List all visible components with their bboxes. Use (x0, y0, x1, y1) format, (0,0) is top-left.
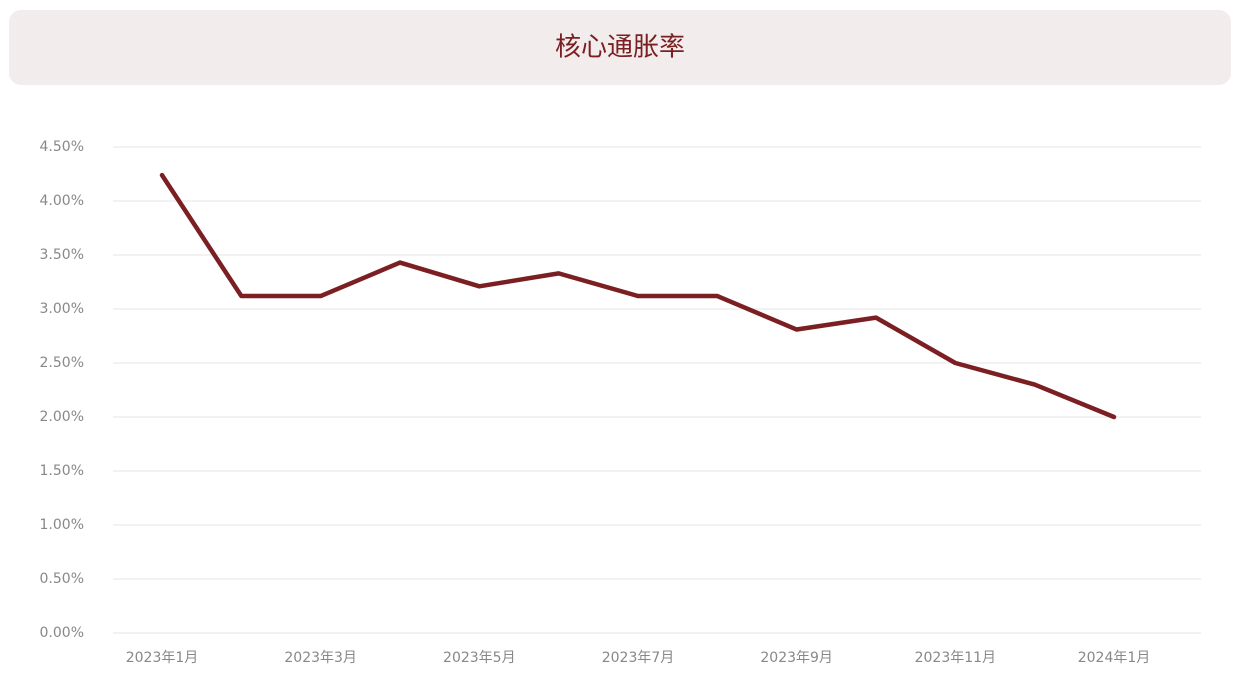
x-tick-label: 2023年11月 (915, 650, 996, 666)
y-tick-label: 3.00% (40, 301, 84, 317)
y-tick-label: 4.50% (40, 139, 84, 155)
y-tick-label: 1.50% (40, 463, 84, 479)
x-tick-label: 2023年3月 (284, 650, 357, 666)
line (159, 172, 1117, 420)
x-tick-label: 2023年7月 (602, 650, 675, 666)
y-tick-label: 1.00% (40, 517, 84, 533)
x-tick-label: 2023年9月 (760, 650, 833, 666)
title-box (9, 10, 1231, 85)
y-tick-label: 2.50% (40, 355, 84, 371)
y-tick-label: 0.00% (40, 625, 84, 641)
x-tick-label: 2024年1月 (1078, 650, 1151, 666)
chart-title: 核心通胀率 (555, 33, 685, 63)
y-tick-label: 3.50% (40, 247, 84, 263)
x-tick-label: 2023年5月 (443, 650, 516, 666)
y-tick-label: 0.50% (40, 571, 84, 587)
y-tick-label: 4.00% (40, 193, 84, 209)
y-tick-label: 2.00% (40, 409, 84, 425)
x-tick-label: 2023年1月 (126, 650, 199, 666)
